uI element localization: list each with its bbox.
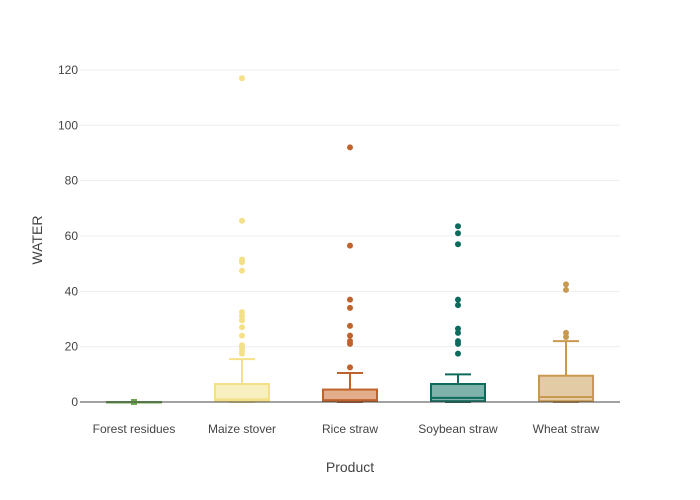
x-tick-label: Maize stover <box>208 422 276 436</box>
outlier-point <box>563 286 569 293</box>
outlier-point <box>239 313 245 320</box>
outlier-point <box>347 304 353 311</box>
outlier-point <box>239 75 245 82</box>
y-tick-label: 80 <box>65 174 79 188</box>
boxes-layer <box>106 75 594 405</box>
y-tick-label: 0 <box>71 395 78 409</box>
box-wheat-straw <box>538 281 594 403</box>
outlier-point <box>347 338 353 345</box>
outlier-point <box>347 144 353 151</box>
outlier-point <box>455 296 461 303</box>
outlier-point <box>347 296 353 303</box>
outlier-point <box>455 338 461 345</box>
y-tick-label: 40 <box>65 284 79 298</box>
outlier-point <box>239 217 245 224</box>
outlier-point <box>455 223 461 230</box>
outlier-point <box>455 329 461 336</box>
y-axis-title: WATER <box>29 216 45 265</box>
outlier-point <box>563 281 569 288</box>
x-axis-title: Product <box>326 459 374 475</box>
y-axis-ticks: 0 20 40 60 80 100 120 <box>58 63 78 409</box>
x-tick-label: Forest residues <box>93 422 176 436</box>
outlier-point <box>455 325 461 332</box>
y-tick-label: 20 <box>65 340 79 354</box>
outlier-point <box>239 267 245 274</box>
outlier-point <box>239 309 245 316</box>
box-maize-stover <box>214 75 270 403</box>
box-iqr <box>214 383 270 402</box>
box-iqr <box>322 388 378 403</box>
outlier-point <box>455 302 461 309</box>
outlier-point <box>455 241 461 248</box>
outlier-point <box>563 333 569 340</box>
outlier-point <box>347 332 353 339</box>
grid-layer <box>80 69 620 348</box>
box-rice-straw <box>322 144 378 403</box>
outlier-point <box>455 350 461 357</box>
y-tick-label: 100 <box>58 118 78 132</box>
x-tick-label: Rice straw <box>322 422 378 436</box>
outlier-point <box>347 322 353 329</box>
y-tick-label: 60 <box>65 229 79 243</box>
outlier-point <box>455 230 461 237</box>
x-tick-label: Wheat straw <box>533 422 600 436</box>
outlier-point <box>239 317 245 324</box>
outlier-point <box>239 324 245 331</box>
outlier-point <box>563 329 569 336</box>
outlier-point <box>239 256 245 263</box>
outlier-point <box>347 242 353 249</box>
box-soybean-straw <box>430 223 486 403</box>
y-tick-label: 120 <box>58 63 78 77</box>
x-axis-ticks: Forest residues Maize stover Rice straw Soy… <box>93 422 600 436</box>
outlier-point <box>239 342 245 349</box>
x-tick-label: Soybean straw <box>418 422 498 436</box>
outlier-point <box>347 364 353 371</box>
outlier-point <box>239 332 245 339</box>
